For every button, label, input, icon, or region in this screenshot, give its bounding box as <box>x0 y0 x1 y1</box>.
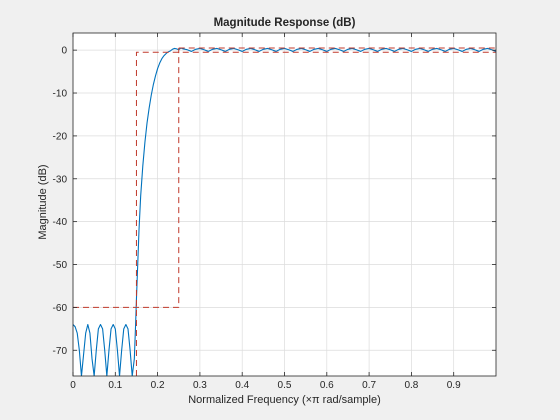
y-tick-label: -20 <box>53 131 68 142</box>
grid-lines <box>72 33 496 376</box>
series-group <box>73 47 496 376</box>
x-tick-label: 0.4 <box>235 380 249 391</box>
y-tick-label: 0 <box>61 46 67 57</box>
x-tick-label: 0.8 <box>404 380 418 391</box>
tick-marks <box>72 33 496 376</box>
x-tick-label: 0.9 <box>447 380 461 391</box>
x-tick-label: 0.6 <box>320 380 334 391</box>
x-tick-labels: 0 0.1 0.2 0.3 0.4 0.5 0.6 0.7 0.8 0.9 <box>70 380 461 391</box>
y-axis-label: Magnitude (dB) <box>37 164 49 239</box>
x-tick-label: 0.3 <box>193 380 207 391</box>
x-tick-label: 0.7 <box>362 380 376 391</box>
chart-title: Magnitude Response (dB) <box>214 17 356 29</box>
y-tick-label: -60 <box>53 303 68 314</box>
x-tick-label: 0.5 <box>278 380 292 391</box>
x-tick-label: 0 <box>70 380 76 391</box>
magnitude-response-line <box>73 47 496 376</box>
x-tick-label: 0.1 <box>108 380 122 391</box>
plot-area <box>73 47 496 376</box>
mask-line <box>135 51 496 376</box>
x-tick-label: 0.2 <box>151 380 165 391</box>
y-tick-labels: 0 -10 -20 -30 -40 -50 -60 -70 <box>53 46 68 357</box>
x-axis-label: Normalized Frequency (×π rad/sample) <box>188 394 381 406</box>
y-tick-label: -30 <box>53 174 68 185</box>
y-tick-label: -10 <box>53 89 68 100</box>
y-tick-label: -50 <box>53 260 68 271</box>
y-tick-label: -70 <box>53 346 68 357</box>
mask-line <box>73 48 180 308</box>
y-tick-label: -40 <box>53 217 68 228</box>
